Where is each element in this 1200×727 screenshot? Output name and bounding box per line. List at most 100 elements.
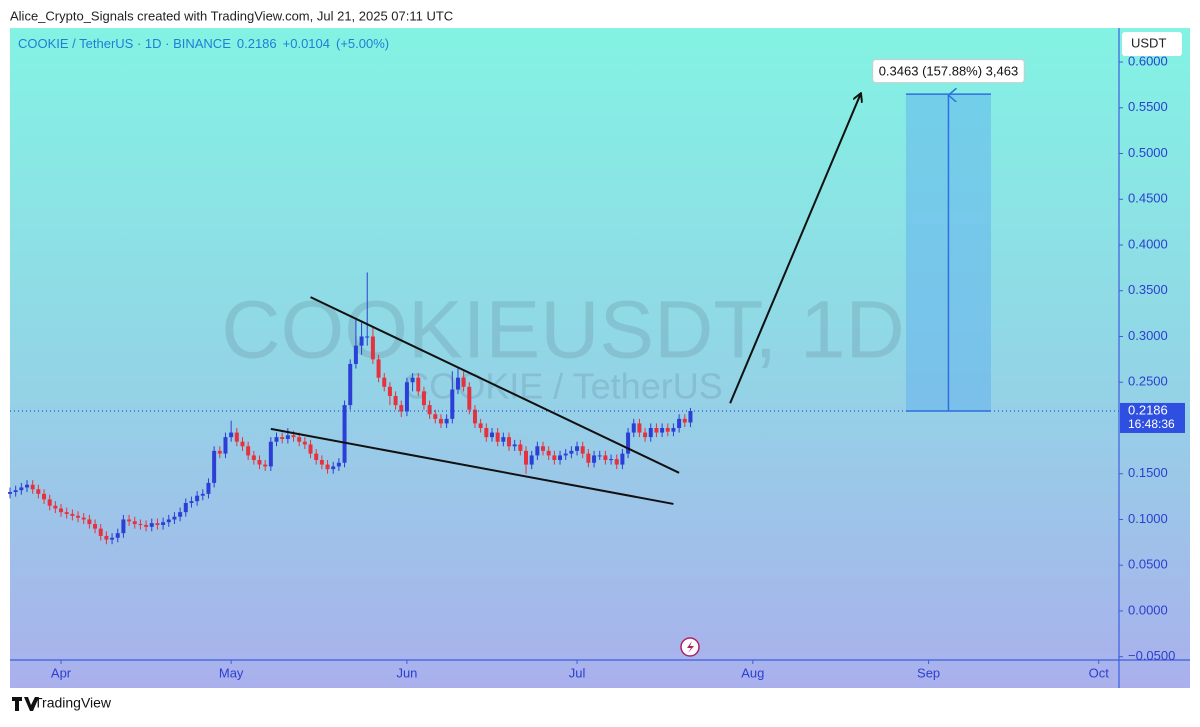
candle-body bbox=[495, 432, 500, 442]
events-bolt bbox=[687, 641, 694, 653]
candle-body bbox=[285, 435, 290, 439]
candle-body bbox=[42, 493, 47, 500]
candle-body bbox=[291, 435, 296, 438]
candle-body bbox=[455, 377, 460, 390]
candle-body bbox=[580, 446, 585, 454]
candle-body bbox=[47, 499, 52, 506]
candle-body bbox=[217, 450, 222, 454]
candle-body bbox=[648, 427, 653, 438]
candle-body bbox=[121, 519, 126, 534]
y-tick-label: 0.1500 bbox=[1128, 465, 1168, 480]
y-tick-label: 0.3000 bbox=[1128, 328, 1168, 343]
candle-body bbox=[132, 521, 137, 525]
candle-body bbox=[558, 455, 563, 461]
candle-body bbox=[144, 524, 149, 527]
candle-body bbox=[410, 377, 415, 383]
candle-body bbox=[98, 528, 103, 536]
y-tick-label: 0.1000 bbox=[1128, 511, 1168, 526]
change-pct: (+5.00%) bbox=[336, 36, 389, 51]
candle-body bbox=[8, 492, 12, 494]
candle-body bbox=[59, 508, 64, 513]
candle-body bbox=[478, 423, 483, 428]
candle-body bbox=[682, 418, 687, 423]
y-tick-label: 0.0500 bbox=[1128, 557, 1168, 572]
candle-body bbox=[563, 453, 568, 456]
candle-body bbox=[370, 336, 375, 360]
candle-body bbox=[365, 336, 370, 338]
candle-body bbox=[240, 441, 245, 447]
candle-body bbox=[76, 515, 81, 518]
watermark: COOKIEUSDT, 1D bbox=[221, 285, 904, 376]
candle-body bbox=[53, 505, 58, 509]
candle-body bbox=[524, 450, 529, 465]
trendline bbox=[310, 296, 680, 474]
candle-body bbox=[501, 437, 506, 442]
candle-body bbox=[643, 432, 648, 438]
brand-logo bbox=[12, 697, 39, 711]
y-tick-label: 0.6000 bbox=[1128, 53, 1168, 68]
candle-body bbox=[472, 409, 477, 424]
y-tick-label: 0.5500 bbox=[1128, 99, 1168, 114]
candle-body bbox=[234, 432, 239, 442]
candle-body bbox=[592, 455, 597, 463]
candle-body bbox=[127, 519, 132, 522]
candle-body bbox=[138, 524, 143, 526]
chart-bg bbox=[10, 28, 1190, 688]
candle-body bbox=[671, 427, 676, 432]
candle-body bbox=[353, 345, 358, 364]
candle-body bbox=[569, 450, 574, 454]
candle-body bbox=[546, 450, 551, 456]
x-tick-label: May bbox=[219, 665, 244, 680]
x-tick-label: Sep bbox=[917, 665, 940, 680]
candle-body bbox=[93, 524, 98, 529]
candle-body bbox=[155, 523, 160, 525]
measure-label: 0.3463 (157.88%) 3,463 bbox=[879, 64, 1019, 79]
candle-body bbox=[189, 501, 194, 504]
candle-body bbox=[654, 427, 659, 433]
candle-body bbox=[348, 363, 353, 406]
candle-body bbox=[427, 405, 432, 415]
candle-body bbox=[512, 444, 517, 447]
y-tick-label: −0.0500 bbox=[1128, 648, 1175, 663]
candle-body bbox=[552, 455, 557, 461]
candle-body bbox=[336, 462, 341, 467]
candle-body bbox=[342, 405, 347, 463]
unit-label: USDT bbox=[1131, 35, 1166, 50]
candle-body bbox=[64, 512, 69, 514]
candle-body bbox=[433, 414, 438, 419]
price-label-box bbox=[1120, 402, 1185, 433]
candle-body bbox=[376, 359, 381, 378]
candle-body bbox=[489, 432, 494, 438]
candle-body bbox=[178, 512, 183, 517]
measure-label-box bbox=[872, 59, 1025, 84]
candle-body bbox=[677, 418, 682, 428]
candle-body bbox=[280, 437, 285, 439]
candle-body bbox=[200, 493, 205, 496]
candle-body bbox=[161, 522, 166, 525]
candle-body bbox=[206, 482, 211, 494]
candle-body bbox=[461, 377, 466, 387]
candle-body bbox=[251, 455, 256, 461]
candle-body bbox=[535, 446, 540, 456]
candle-body bbox=[631, 423, 636, 433]
candle-body bbox=[399, 405, 404, 412]
candle-body bbox=[382, 377, 387, 387]
candle-body bbox=[484, 427, 489, 438]
candle-body bbox=[314, 453, 319, 461]
plot: 0.6000 0.5500 0.5000 0.4500 0.4000 0.3500 0.30… bbox=[8, 53, 1185, 680]
candle-body bbox=[172, 516, 177, 520]
candle-body bbox=[450, 389, 455, 419]
symbol-line: COOKIE / TetherUS · 1D · BINANCE 0.2186 +0… bbox=[18, 36, 389, 51]
candle-body bbox=[438, 418, 443, 424]
candle-body bbox=[195, 495, 200, 502]
candle-body bbox=[331, 466, 336, 470]
candle-body bbox=[19, 487, 24, 491]
y-tick-label: 0.2500 bbox=[1128, 374, 1168, 389]
candle-body bbox=[274, 437, 279, 442]
candle-body bbox=[637, 423, 642, 433]
credit: Alice_Crypto_Signals created with Tradin… bbox=[10, 8, 453, 23]
candle-body bbox=[308, 444, 313, 454]
candle-body bbox=[263, 464, 268, 467]
candle-body bbox=[393, 395, 398, 406]
x-tick-label: Aug bbox=[741, 665, 764, 680]
